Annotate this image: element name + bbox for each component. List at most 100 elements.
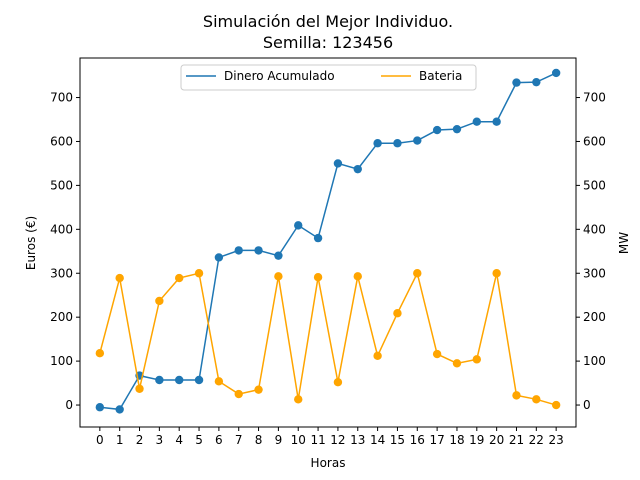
data-point-bateria	[194, 269, 204, 278]
right-y-tick-label: 400	[583, 222, 606, 236]
x-tick-label: 5	[195, 433, 203, 447]
x-tick-label: 15	[390, 433, 405, 447]
legend-label-dinero-acumulado: Dinero Acumulado	[224, 69, 335, 83]
x-tick-label: 8	[255, 433, 263, 447]
x-tick-label: 7	[235, 433, 243, 447]
data-point-bateria	[353, 272, 362, 281]
x-tick-label: 1	[116, 433, 124, 447]
data-point-bateria	[393, 309, 402, 318]
right-y-tick-label: 300	[583, 266, 606, 280]
x-tick-label: 16	[410, 433, 425, 447]
right-y-axis-ticks: 0 100 200 300 400 500 600 700	[576, 91, 606, 412]
data-point-dinero-acumulado	[254, 246, 263, 255]
x-tick-label: 4	[175, 433, 183, 447]
data-point-dinero-acumulado	[274, 251, 283, 260]
data-point-dinero-acumulado	[175, 375, 184, 385]
legend-label-bateria: Bateria	[419, 69, 462, 83]
data-point-bateria	[373, 351, 382, 361]
data-point-dinero-acumulado	[551, 68, 561, 78]
x-tick-label: 23	[549, 433, 564, 447]
x-tick-label: 11	[310, 433, 325, 447]
data-point-bateria	[155, 296, 164, 306]
left-y-tick-label: 400	[50, 222, 73, 236]
left-y-axis-label: Euros (€)	[24, 216, 38, 270]
data-point-dinero-acumulado	[472, 117, 481, 126]
x-tick-label: 19	[469, 433, 484, 447]
data-point-bateria	[313, 273, 323, 282]
chart-subtitle: Semilla: 123456	[263, 33, 393, 52]
data-point-dinero-acumulado	[115, 405, 124, 414]
x-tick-label: 0	[96, 433, 104, 447]
right-y-tick-label: 500	[583, 178, 606, 192]
data-point-bateria	[551, 400, 561, 410]
data-point-bateria	[333, 377, 343, 387]
right-y-tick-label: 200	[583, 310, 606, 324]
left-y-axis-ticks: 0 100 200 300 400 500 600 700	[50, 91, 80, 412]
data-point-dinero-acumulado	[194, 375, 204, 385]
data-point-bateria	[214, 377, 224, 386]
data-point-bateria	[234, 389, 243, 399]
data-point-bateria	[512, 391, 521, 400]
x-tick-label: 17	[429, 433, 444, 447]
right-y-tick-label: 600	[583, 134, 606, 148]
right-y-tick-label: 700	[583, 91, 606, 105]
left-y-tick-label: 100	[50, 354, 73, 368]
x-tick-label: 6	[215, 433, 223, 447]
data-point-dinero-acumulado	[452, 124, 462, 134]
x-tick-label: 22	[529, 433, 544, 447]
data-point-dinero-acumulado	[294, 221, 303, 230]
data-point-dinero-acumulado	[413, 136, 422, 145]
data-point-dinero-acumulado	[353, 164, 362, 174]
right-y-tick-label: 0	[583, 398, 591, 412]
data-point-dinero-acumulado	[333, 159, 343, 168]
data-point-dinero-acumulado	[313, 233, 323, 243]
data-point-dinero-acumulado	[512, 78, 521, 87]
x-tick-label: 9	[275, 433, 283, 447]
left-y-tick-label: 500	[50, 178, 73, 192]
data-point-bateria	[452, 359, 462, 368]
series-layer	[95, 68, 561, 414]
data-point-bateria	[492, 269, 501, 278]
x-tick-label: 18	[449, 433, 464, 447]
series-line-bateria	[99, 271, 557, 406]
x-tick-label: 3	[156, 433, 164, 447]
legend-box	[180, 64, 477, 91]
data-point-bateria	[294, 395, 303, 404]
data-point-dinero-acumulado	[95, 403, 105, 412]
data-point-dinero-acumulado	[532, 77, 541, 87]
data-point-dinero-acumulado	[155, 375, 164, 385]
legend: Dinero Acumulado Bateria	[180, 64, 477, 91]
left-y-tick-label: 200	[50, 310, 73, 324]
data-point-bateria	[472, 355, 481, 364]
data-point-dinero-acumulado	[234, 246, 243, 255]
data-point-bateria	[413, 269, 422, 278]
left-y-tick-label: 300	[50, 266, 73, 280]
right-y-tick-label: 100	[583, 354, 606, 368]
x-tick-label: 13	[350, 433, 365, 447]
data-point-dinero-acumulado	[373, 139, 382, 148]
x-axis-ticks: 0 1 2 3 4 5 6 7 8 9 10 11 12 13 14 15 16 17 18 19 20 21 22 23	[96, 427, 564, 447]
data-point-dinero-acumulado	[393, 139, 402, 148]
x-tick-label: 20	[489, 433, 504, 447]
data-point-dinero-acumulado	[214, 253, 224, 262]
data-point-bateria	[274, 272, 283, 281]
x-tick-label: 12	[330, 433, 345, 447]
left-y-tick-label: 600	[50, 134, 73, 148]
x-tick-label: 2	[136, 433, 144, 447]
data-point-bateria	[175, 273, 184, 283]
right-y-axis-label: MW	[617, 232, 631, 254]
data-point-bateria	[95, 349, 105, 358]
data-point-bateria	[115, 273, 124, 283]
left-y-tick-label: 700	[50, 91, 73, 105]
data-point-dinero-acumulado	[432, 125, 442, 135]
x-tick-label: 21	[509, 433, 524, 447]
plot-frame	[79, 57, 577, 428]
x-axis-label: Horas	[311, 456, 346, 470]
data-point-dinero-acumulado	[492, 117, 501, 126]
x-tick-label: 14	[370, 433, 385, 447]
data-point-bateria	[432, 349, 442, 359]
x-tick-label: 10	[291, 433, 306, 447]
chart-title: Simulación del Mejor Individuo.	[203, 12, 453, 31]
data-point-bateria	[135, 384, 144, 393]
